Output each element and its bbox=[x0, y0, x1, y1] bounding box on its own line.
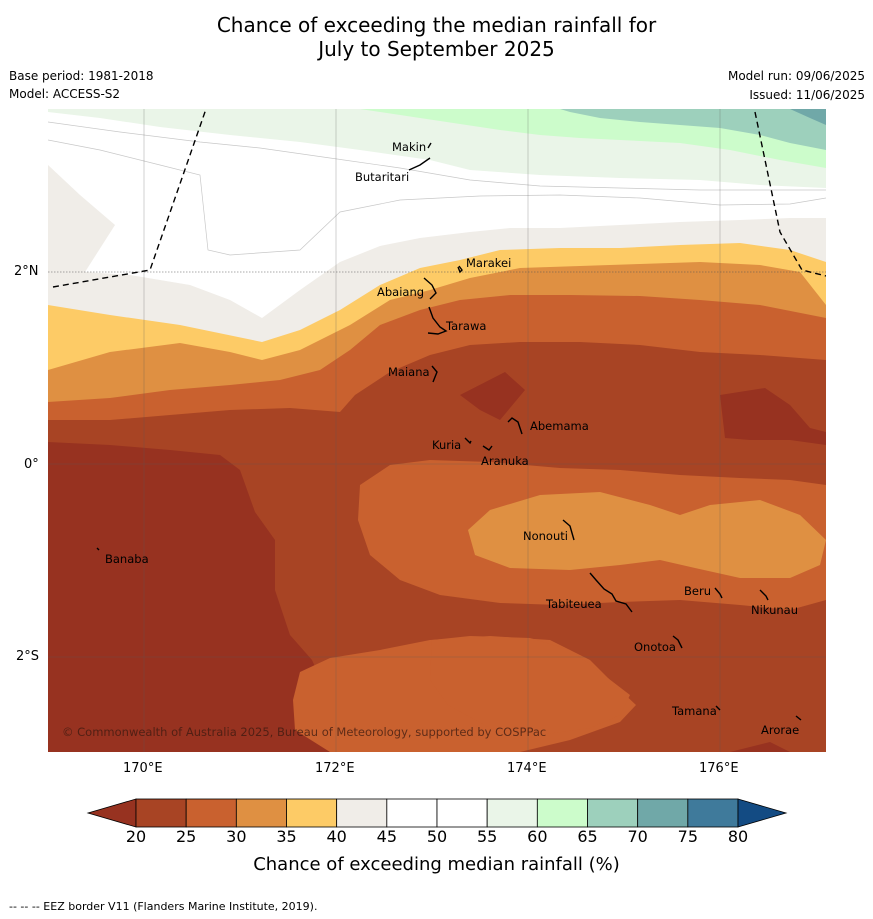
colorbar-swatch bbox=[235, 798, 287, 828]
colorbar-tick-label: 55 bbox=[476, 827, 498, 846]
place-label-aranuka: Aranuka bbox=[481, 454, 529, 468]
place-label-kuria: Kuria bbox=[432, 438, 461, 452]
place-label-arorae: Arorae bbox=[761, 723, 799, 737]
place-label-abaiang: Abaiang bbox=[377, 285, 424, 299]
colorbar-swatch bbox=[486, 798, 538, 828]
place-label-banaba: Banaba bbox=[105, 552, 149, 566]
colorbar-swatch bbox=[386, 798, 438, 828]
place-label-onotoa: Onotoa bbox=[634, 640, 676, 654]
colorbar-swatch bbox=[687, 798, 739, 828]
chart-title-line2: July to September 2025 bbox=[318, 37, 555, 61]
colorbar-swatch bbox=[637, 798, 689, 828]
colorbar-tick-label: 25 bbox=[175, 827, 197, 846]
base-period-label: Base period: 1981-2018 bbox=[9, 69, 154, 83]
colorbar-tick-label: 60 bbox=[527, 827, 548, 846]
contour-below-20-east bbox=[720, 388, 826, 445]
contour-below-20-se bbox=[730, 742, 790, 752]
colorbar-tick-label: 20 bbox=[125, 827, 147, 846]
eez-border bbox=[52, 109, 826, 288]
place-label-tabiteuea: Tabiteuea bbox=[545, 597, 602, 611]
place-label-abemama: Abemama bbox=[530, 419, 589, 433]
colorbar-tick-label: 75 bbox=[677, 827, 698, 846]
map-contours bbox=[48, 109, 826, 752]
contour-30-35-south bbox=[468, 492, 826, 578]
lon-tick-174e: 174°E bbox=[507, 761, 547, 776]
place-label-butaritari: Butaritari bbox=[355, 170, 409, 184]
colorbar-swatch bbox=[336, 798, 388, 828]
colorbar-tick-label: 40 bbox=[326, 827, 347, 846]
lon-tick-172e: 172°E bbox=[315, 761, 355, 776]
lon-tick-170e: 170°E bbox=[123, 761, 163, 776]
place-label-makin: Makin bbox=[392, 140, 426, 154]
colorbar-low-extension bbox=[86, 798, 137, 828]
colorbar-tick-label: 50 bbox=[426, 827, 448, 846]
colorbar-swatch bbox=[587, 798, 639, 828]
colorbar-swatch bbox=[286, 798, 338, 828]
lat-tick-0: 0° bbox=[24, 457, 39, 472]
contour-below-20-center bbox=[460, 372, 525, 420]
lat-tick-2s: 2°S bbox=[16, 649, 40, 664]
colorbar-swatch bbox=[436, 798, 488, 828]
issued-label: Issued: 11/06/2025 bbox=[749, 88, 865, 102]
colorbar-tick-label: 30 bbox=[226, 827, 247, 846]
colorbar-tick-label: 65 bbox=[577, 827, 598, 846]
place-label-nonouti: Nonouti bbox=[523, 529, 568, 543]
model-label: Model: ACCESS-S2 bbox=[9, 87, 121, 101]
chart-title-line1: Chance of exceeding the median rainfall … bbox=[216, 13, 657, 37]
place-label-marakei: Marakei bbox=[466, 256, 511, 270]
place-label-tamana: Tamana bbox=[671, 704, 717, 718]
place-label-nikunau: Nikunau bbox=[751, 603, 798, 617]
islands bbox=[96, 142, 802, 721]
colorbar-swatch bbox=[185, 798, 237, 828]
place-label-maiana: Maiana bbox=[388, 365, 430, 379]
footnote: -- -- -- EEZ border V11 (Flanders Marine… bbox=[9, 900, 318, 913]
contour-25-30-inner bbox=[430, 636, 630, 735]
colorbar-tick-label: 35 bbox=[276, 827, 297, 846]
graticule bbox=[48, 109, 826, 752]
contour-below-20-west bbox=[48, 442, 330, 752]
contour-lines bbox=[48, 121, 826, 256]
colorbar-swatch bbox=[135, 798, 187, 828]
colorbar-swatch bbox=[536, 798, 588, 828]
contour-65-70 bbox=[560, 109, 826, 150]
contour-40-45-west bbox=[48, 165, 115, 272]
colorbar-tick-label: 45 bbox=[376, 827, 397, 846]
colorbar-tick-label: 70 bbox=[627, 827, 648, 846]
place-label-beru: Beru bbox=[684, 584, 711, 598]
colorbar bbox=[86, 798, 788, 828]
contour-70-75 bbox=[790, 109, 826, 125]
place-label-tarawa: Tarawa bbox=[445, 319, 486, 333]
copyright-notice: © Commonwealth of Australia 2025, Bureau… bbox=[62, 725, 546, 739]
colorbar-tick-label: 80 bbox=[727, 827, 749, 846]
lon-tick-176e: 176°E bbox=[699, 761, 739, 776]
model-run-label: Model run: 09/06/2025 bbox=[727, 69, 865, 83]
colorbar-high-extension bbox=[737, 798, 788, 828]
colorbar-title: Chance of exceeding median rainfall (%) bbox=[253, 854, 620, 875]
lat-tick-2n: 2°N bbox=[14, 264, 39, 279]
